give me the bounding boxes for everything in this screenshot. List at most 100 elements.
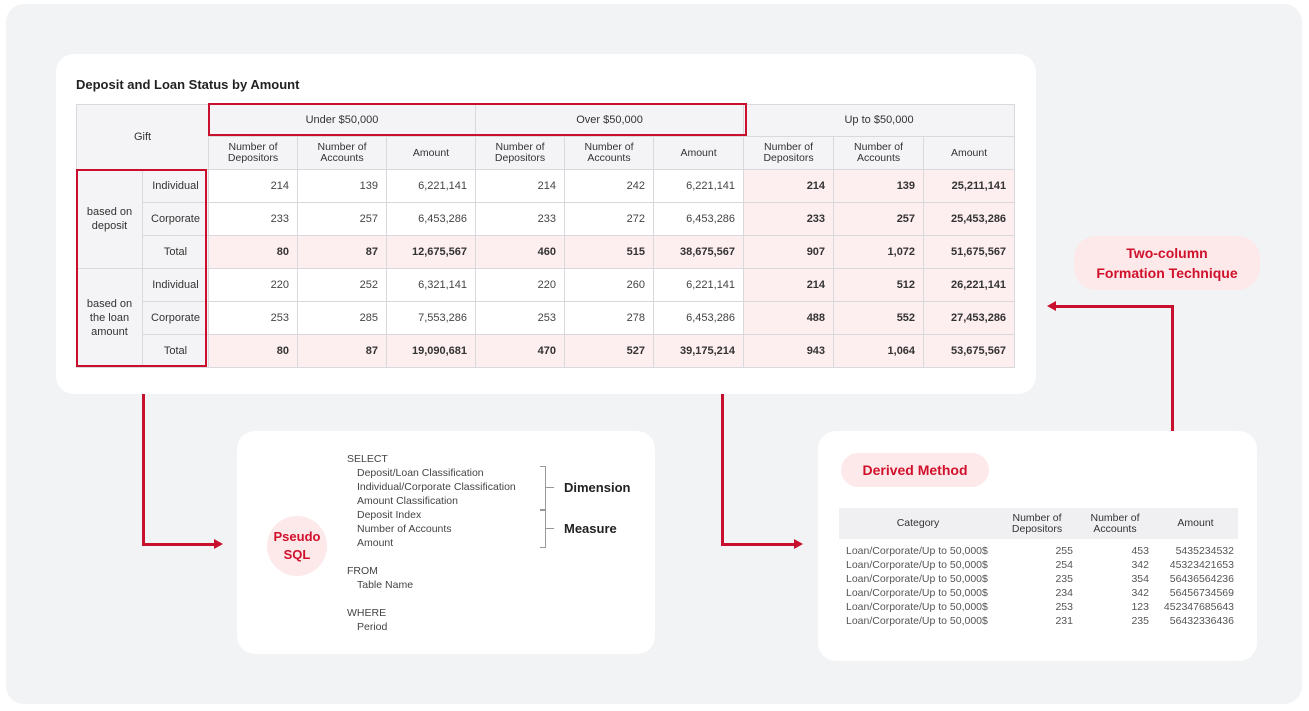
sql-keyword: SELECT [347, 453, 388, 465]
subheader-accounts: Number of Accounts [564, 136, 655, 170]
table-cell: 242 [564, 169, 655, 203]
group-header-under-50000: Under $50,000 [207, 104, 477, 137]
table-row: Corporate 253 285 7,553,286 253 278 6,45… [77, 301, 1016, 335]
sql-field: Individual/Corporate Classification [357, 481, 516, 493]
table-cell: 233 [475, 202, 566, 236]
arrow-left-icon [1047, 301, 1056, 311]
table-cell: 342 [1131, 587, 1149, 599]
table-row: Loan/Corporate/Up to 50,000$ 255 453 543… [839, 539, 1238, 558]
table-cell: 123 [1131, 601, 1149, 613]
sql-from-block: FROM Table Name [347, 564, 413, 592]
measure-label: Measure [564, 521, 617, 536]
table-cell: Loan/Corporate/Up to 50,000$ [846, 559, 988, 571]
table-cell: 6,221,141 [653, 268, 745, 302]
table-cell: 253 [475, 301, 566, 335]
group-header-up-to-50000: Up to $50,000 [743, 104, 1016, 137]
table-cell: 254 [1055, 559, 1073, 571]
table-row: Loan/Corporate/Up to 50,000$ 254 342 453… [839, 558, 1238, 572]
table-cell: 53,675,567 [923, 334, 1016, 368]
table-cell: 470 [475, 334, 566, 368]
table-cell: 452347685643 [1163, 601, 1234, 613]
table-cell: 488 [743, 301, 835, 335]
table-cell: 7,553,286 [385, 301, 477, 335]
table-cell: Loan/Corporate/Up to 50,000$ [846, 601, 988, 613]
subheader-accounts: Number of Accounts [297, 136, 387, 170]
table-cell: 253 [208, 301, 298, 335]
connector-line [1056, 305, 1174, 308]
table-cell: 253 [1055, 601, 1073, 613]
sql-field: Table Name [357, 579, 414, 591]
sql-field: Amount Classification [357, 495, 458, 507]
table-row: based on the loan amount Individual 220 … [76, 268, 1016, 368]
derived-table: Category Number of Depositors Number of … [839, 508, 1238, 628]
table-cell: 515 [564, 235, 655, 269]
table-cell: 6,453,286 [385, 202, 477, 236]
table-cell: 51,675,567 [923, 235, 1016, 269]
table-cell: 27,453,286 [923, 301, 1016, 335]
table-cell: 252 [297, 268, 387, 302]
table-row: Loan/Corporate/Up to 50,000$ 231 235 564… [839, 614, 1238, 628]
table-cell: 907 [743, 235, 835, 269]
table-row-total: Total 80 87 19,090,681 470 527 39,175,21… [77, 334, 1016, 368]
table-cell: 6,221,141 [653, 169, 745, 203]
row-label: Individual [142, 169, 209, 203]
table-cell: 12,675,567 [385, 235, 477, 269]
group-header-over-50000: Over $50,000 [475, 104, 745, 137]
table-cell: 56432336436 [1169, 615, 1234, 627]
subheader-depositors: Number of Depositors [743, 136, 835, 170]
table-cell: 231 [1055, 615, 1073, 627]
sql-where-block: WHERE Period [347, 606, 387, 634]
corner-header: Gift [76, 104, 209, 170]
table-cell: 6,321,141 [385, 268, 477, 302]
row-label: Individual [142, 268, 209, 302]
table-cell: 26,221,141 [923, 268, 1016, 302]
table-cell: 214 [475, 169, 566, 203]
table-cell: 234 [1055, 587, 1073, 599]
table-cell: 1,064 [833, 334, 925, 368]
table-cell: 80 [208, 334, 298, 368]
table-cell: 214 [743, 169, 835, 203]
table-cell: 943 [743, 334, 835, 368]
table-cell: 512 [833, 268, 925, 302]
connector-line [142, 543, 214, 546]
table-cell: 233 [208, 202, 298, 236]
row-label: Total [142, 334, 209, 368]
table-cell: 87 [297, 334, 387, 368]
table-cell: Loan/Corporate/Up to 50,000$ [846, 587, 988, 599]
dimension-label: Dimension [564, 480, 631, 495]
table-cell: 260 [564, 268, 655, 302]
badge-line: Pseudo [273, 529, 321, 544]
row-label: Corporate [142, 202, 209, 236]
table-cell: 19,090,681 [385, 334, 477, 368]
row-group-loan: based on the loan amount [76, 268, 143, 368]
table-cell: 233 [743, 202, 835, 236]
table-cell: Loan/Corporate/Up to 50,000$ [846, 573, 988, 585]
table-cell: 214 [743, 268, 835, 302]
subheader-depositors: Number of Depositors [208, 136, 298, 170]
table-row: based on deposit Individual 214 139 6,22… [76, 169, 1016, 269]
table-row: Loan/Corporate/Up to 50,000$ 235 354 564… [839, 572, 1238, 586]
table-cell: 552 [833, 301, 925, 335]
subheader-accounts: Number of Accounts [833, 136, 925, 170]
table-cell: 56456734569 [1169, 587, 1234, 599]
table-cell: 6,453,286 [653, 301, 745, 335]
sql-field: Number of Accounts [357, 523, 452, 535]
brace-tick [546, 487, 554, 488]
table-cell: 139 [833, 169, 925, 203]
table-row: Loan/Corporate/Up to 50,000$ 234 342 564… [839, 586, 1238, 600]
dimension-brace [540, 466, 546, 510]
sql-keyword: FROM [347, 565, 378, 577]
table-cell: 220 [208, 268, 298, 302]
brace-tick [546, 528, 554, 529]
table-cell: 6,453,286 [653, 202, 745, 236]
table-cell: 235 [1055, 573, 1073, 585]
table-cell: 272 [564, 202, 655, 236]
sql-field: Amount [357, 537, 394, 549]
table-cell: 342 [1131, 559, 1149, 571]
arrow-right-icon [214, 539, 223, 549]
table-cell: 257 [833, 202, 925, 236]
table-cell: 25,211,141 [923, 169, 1016, 203]
badge-line: SQL [283, 547, 311, 562]
table-cell: 1,072 [833, 235, 925, 269]
sql-field: Deposit/Loan Classification [357, 467, 484, 479]
